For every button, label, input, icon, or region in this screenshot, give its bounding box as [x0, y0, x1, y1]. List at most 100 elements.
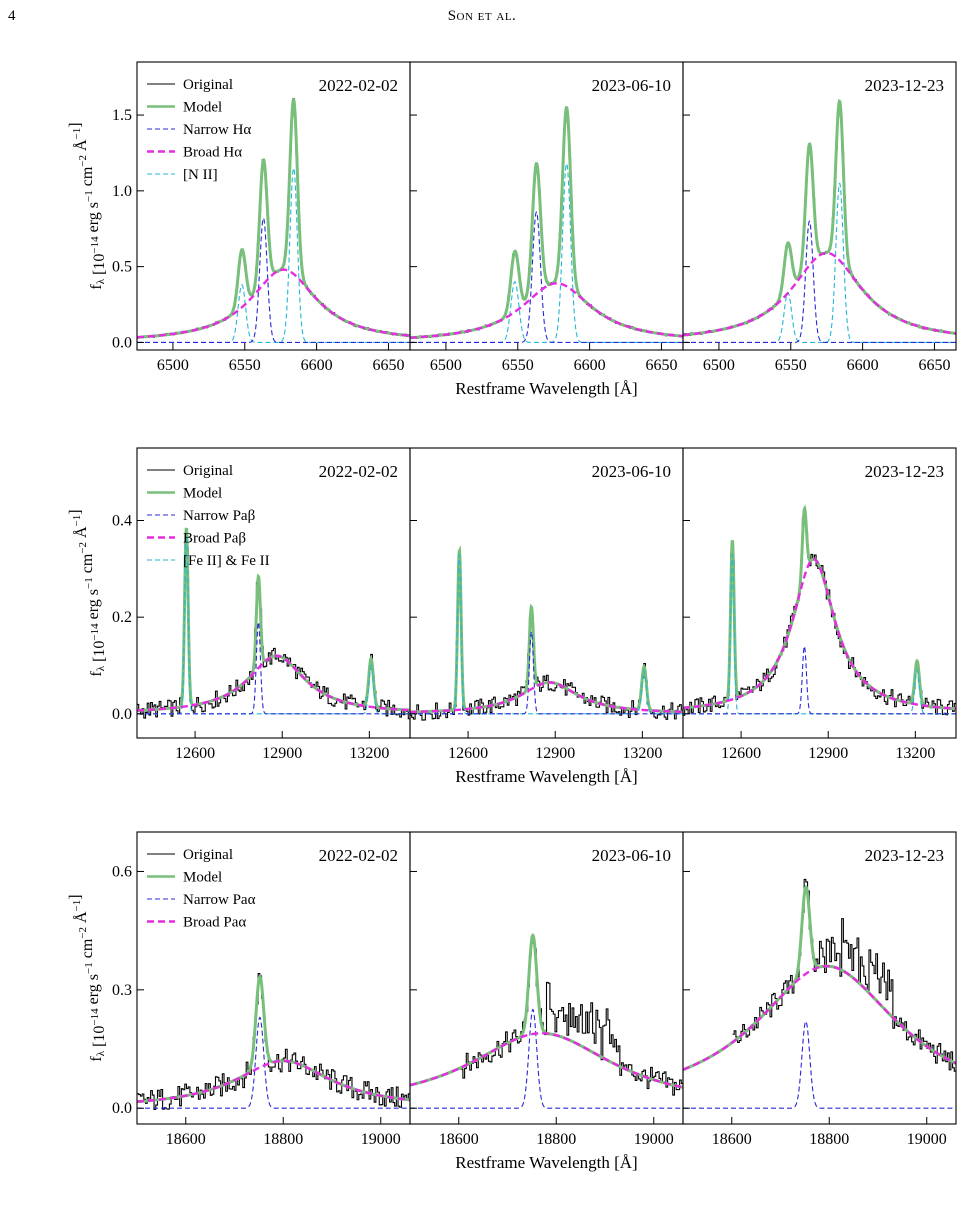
panel-frame: [136, 831, 411, 1125]
legend-label: Model: [183, 486, 222, 502]
y-axis-label-part: −14: [89, 236, 101, 254]
figure-row-3: fλ [10−14 erg s−1 cm−2 Å−1] Restframe Wav…: [67, 831, 957, 1172]
broad-line-curve: [683, 557, 956, 710]
y-axis-label-part: λ: [95, 1050, 107, 1056]
x-tick-label: 18600: [166, 1131, 206, 1148]
y-axis-label-part: −2: [77, 927, 89, 939]
x-tick-label: 6500: [703, 357, 735, 374]
x-tick-label: 12600: [448, 745, 488, 762]
legend-label: Narrow Paα: [183, 892, 256, 908]
broad-line-curve: [683, 251, 956, 337]
x-tick-label: 6650: [372, 357, 404, 374]
y-tick-label: 0.6: [112, 863, 132, 880]
plot-area: [683, 878, 956, 1109]
broad-line-curve: [410, 681, 683, 714]
other-lines-curve: [683, 182, 956, 343]
legend-label: Original: [183, 463, 233, 479]
y-tick-label: 1.0: [112, 183, 132, 200]
x-tick-label: 6550: [775, 357, 807, 374]
y-tick-label: 0.3: [112, 982, 132, 999]
narrow-line-curve: [683, 220, 956, 343]
original-spectrum: [137, 98, 410, 339]
x-tick-label: 6600: [301, 357, 333, 374]
model-curve: [683, 504, 956, 711]
x-axis-label: Restframe Wavelength [Å]: [455, 379, 637, 398]
panel-2022-02-02: 6500 6550 6600 6650 0.0 0.5 1.0 1.5 2022-02-02 Or…: [112, 61, 411, 374]
narrow-line-curve: [137, 1016, 410, 1109]
figure-row-2: fλ [10−14 erg s−1 cm−2 Å−1] Restframe Wav…: [67, 447, 957, 786]
y-axis-label-part: −14: [89, 623, 101, 641]
narrow-line-curve: [410, 630, 683, 715]
legend-label: [Fe II] & Fe II: [183, 553, 270, 569]
panel-date-label: 2023-12-23: [865, 846, 944, 865]
x-tick-label: 6650: [645, 357, 677, 374]
x-tick-label: 18800: [809, 1131, 849, 1148]
x-tick-label: 12900: [535, 745, 575, 762]
panel-2022-02-02: 18600 18800 19000 0.0 0.3 0.6 2022-02-02 Origin…: [112, 831, 411, 1148]
panel-2023-12-23: 6500 6550 6600 6650 2023-12-23: [682, 61, 957, 374]
broad-line-curve: [683, 964, 956, 1071]
y-axis-label-part: λ: [95, 665, 107, 671]
x-tick-label: 12900: [808, 745, 848, 762]
y-axis-label-part: −2: [77, 155, 89, 167]
y-tick-label: 0.0: [112, 706, 132, 723]
y-axis-label-part: λ: [95, 278, 107, 284]
y-axis-label-part: −1: [71, 515, 83, 527]
original-spectrum: [137, 540, 410, 720]
x-tick-label: 12600: [721, 745, 761, 762]
panel-frame: [136, 61, 411, 351]
broad-line-curve: [410, 282, 683, 339]
x-tick-label: 19000: [634, 1131, 674, 1148]
panel-date-label: 2023-12-23: [865, 462, 944, 481]
y-tick-label: 0.4: [112, 513, 132, 530]
y-axis-label: fλ [10−14 erg s−1 cm−2 Å−1]: [67, 509, 108, 676]
legend: Original Model Narrow Hα Broad Hα [N II]: [147, 77, 251, 183]
narrow-line-curve: [137, 620, 410, 715]
panel-date-label: 2023-06-10: [592, 76, 671, 95]
narrow-line-curve: [683, 1020, 956, 1109]
y-axis-label-part: −1: [71, 900, 83, 912]
panel-frame: [682, 61, 957, 351]
narrow-line-curve: [410, 211, 683, 343]
y-axis-label-part: −14: [89, 1008, 101, 1026]
x-tick-label: 6500: [430, 357, 462, 374]
panel-date-label: 2022-02-02: [319, 76, 398, 95]
legend-label: Original: [183, 847, 233, 863]
legend-label: Broad Hα: [183, 145, 242, 161]
y-axis-label: fλ [10−14 erg s−1 cm−2 Å−1]: [67, 122, 108, 289]
y-axis-label-part: −2: [77, 542, 89, 554]
plot-area: [137, 527, 410, 720]
x-tick-label: 12900: [262, 745, 302, 762]
x-tick-label: 18800: [263, 1131, 303, 1148]
plot-area: [683, 504, 956, 716]
plot-area: [410, 105, 683, 343]
x-tick-label: 6650: [918, 357, 950, 374]
y-axis-label: fλ [10−14 erg s−1 cm−2 Å−1]: [67, 894, 108, 1061]
page-number: 4: [8, 8, 16, 24]
y-axis-label-part: −1: [83, 577, 95, 589]
x-axis-label: Restframe Wavelength [Å]: [455, 767, 637, 786]
x-tick-label: 13200: [622, 745, 662, 762]
narrow-line-curve: [410, 1008, 683, 1109]
panel-frame: [409, 61, 684, 351]
panel-frame: [682, 447, 957, 739]
y-axis-label-part: −1: [71, 128, 83, 140]
panel-2023-06-10: 18600 18800 19000 2023-06-10: [409, 831, 684, 1148]
x-axis-label: Restframe Wavelength [Å]: [455, 1153, 637, 1172]
panel-date-label: 2023-06-10: [592, 462, 671, 481]
legend-label: [N II]: [183, 167, 218, 183]
legend: Original Model Narrow Paα Broad Paα: [147, 847, 256, 931]
legend-label: Broad Paα: [183, 915, 246, 931]
panel-date-label: 2023-12-23: [865, 76, 944, 95]
legend-label: Original: [183, 77, 233, 93]
y-tick-label: 0.0: [112, 1100, 132, 1117]
panel-2022-02-02: 12600 12900 13200 0.0 0.2 0.4 2022-02-02 Origin…: [112, 447, 411, 762]
narrow-line-curve: [137, 217, 410, 343]
legend-label: Broad Paβ: [183, 531, 246, 547]
y-tick-label: 1.5: [112, 107, 132, 124]
x-tick-label: 12600: [175, 745, 215, 762]
y-axis-label-part: −1: [83, 962, 95, 974]
x-tick-label: 18600: [439, 1131, 479, 1148]
panel-2023-12-23: 12600 12900 13200 2023-12-23: [682, 447, 957, 762]
